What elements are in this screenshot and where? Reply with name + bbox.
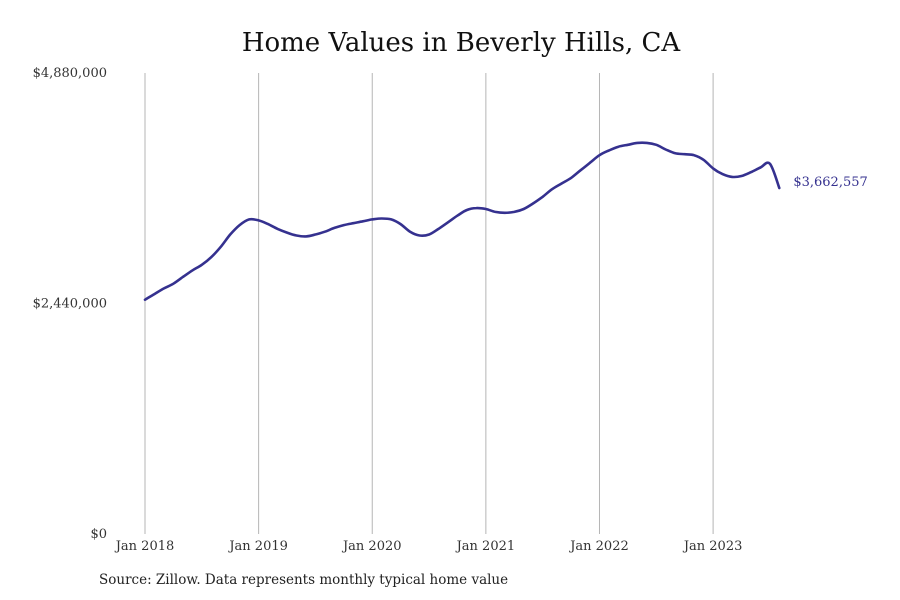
y-tick-label-0: $0 bbox=[90, 527, 107, 542]
x-tick-label-1: Jan 2019 bbox=[227, 539, 288, 554]
x-tick-label-4: Jan 2022 bbox=[568, 539, 629, 554]
y-tick-label-1: $2,440,000 bbox=[33, 297, 107, 312]
chart-title: Home Values in Beverly Hills, CA bbox=[242, 28, 682, 58]
y-axis-ticks: $0 $2,440,000 $4,880,000 bbox=[33, 66, 107, 542]
x-tick-label-3: Jan 2021 bbox=[455, 539, 516, 554]
x-tick-label-0: Jan 2018 bbox=[114, 539, 175, 554]
x-axis-ticks: Jan 2018 Jan 2019 Jan 2020 Jan 2021 Jan 2022… bbox=[114, 539, 743, 554]
source-note: Source: Zillow. Data represents monthly … bbox=[99, 572, 509, 588]
x-tick-label-5: Jan 2023 bbox=[682, 539, 743, 554]
y-tick-label-2: $4,880,000 bbox=[33, 66, 107, 81]
vertical-gridlines bbox=[144, 73, 714, 534]
series-line bbox=[143, 141, 781, 301]
end-value-label: $3,662,557 bbox=[793, 175, 867, 190]
x-tick-label-2: Jan 2020 bbox=[341, 539, 402, 554]
